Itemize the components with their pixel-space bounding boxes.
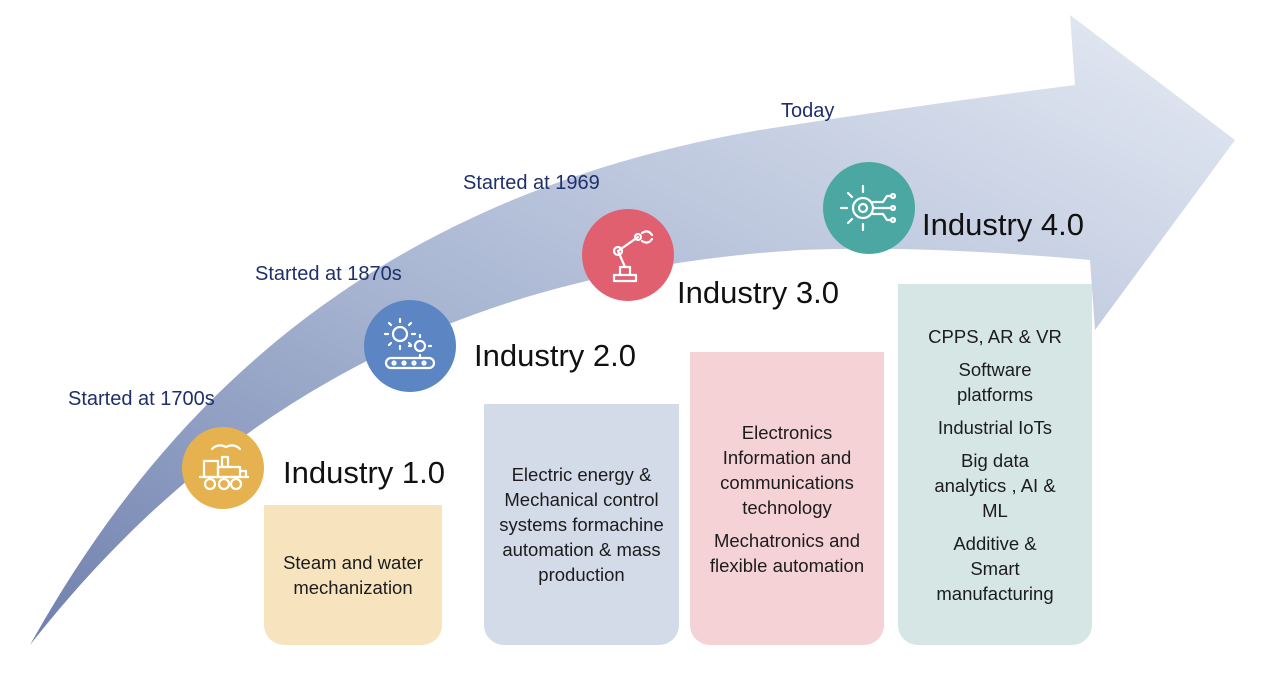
description-item: Software platforms (957, 357, 1033, 407)
robot-arm-icon (582, 209, 674, 301)
description-line: production (538, 564, 625, 585)
industry-4-title: Industry 4.0 (922, 207, 1084, 242)
industry-3-title: Industry 3.0 (677, 275, 839, 310)
description-line: Electric energy & (511, 464, 652, 485)
industry-3-description: Electronics Information and communicatio… (690, 352, 884, 645)
description-line: Big data (961, 449, 1029, 471)
description-item: Steam and water mechanization (283, 550, 423, 600)
description-item: CPPS, AR & VR (928, 324, 1062, 349)
description-line: Mechatronics and (713, 529, 860, 551)
industry-2-title: Industry 2.0 (474, 338, 636, 373)
steam-locomotive-icon (182, 427, 264, 509)
description-line: analytics , AI & (934, 474, 1056, 496)
description-line: platforms (956, 383, 1034, 405)
description-item: Electronics Information and communicatio… (720, 420, 854, 520)
description-line: Information and (722, 446, 852, 468)
industry-1-description: Steam and water mechanization (264, 505, 442, 645)
description-line: Electronics (741, 421, 833, 443)
description-item: Mechatronics and flexible automation (710, 528, 864, 578)
description-line: Mechanical control (504, 489, 659, 510)
description-item: Electric energy & Mechanical control sys… (499, 462, 664, 587)
description-line: flexible automation (709, 554, 865, 576)
industry-4-description: CPPS, AR & VR Software platforms Industr… (898, 284, 1092, 645)
era-date-industry-3: Started at 1969 (463, 172, 600, 194)
era-date-industry-4: Today (781, 100, 835, 122)
description-line: Smart (970, 557, 1020, 579)
description-line: ML (982, 499, 1008, 521)
era-date-industry-1: Started at 1700s (68, 388, 215, 410)
description-line: Steam and water (283, 552, 423, 573)
description-line: mechanization (293, 577, 413, 598)
description-line: automation & mass (502, 539, 661, 560)
description-item: Additive & Smart manufacturing (936, 531, 1053, 606)
description-item: Big data analytics , AI & ML (934, 448, 1055, 523)
description-line: Industrial IoTs (937, 416, 1053, 438)
era-date-industry-2: Started at 1870s (255, 263, 402, 285)
description-line: Software (958, 358, 1032, 380)
digital-gear-circuit-icon (823, 162, 915, 254)
gears-conveyor-icon (364, 300, 456, 392)
industry-1-title: Industry 1.0 (283, 455, 445, 490)
description-line: communications (720, 471, 854, 493)
description-item: Industrial IoTs (938, 415, 1052, 440)
description-line: CPPS, AR & VR (928, 325, 1062, 347)
description-line: Additive & (953, 532, 1037, 554)
description-line: systems formachine (499, 514, 664, 535)
description-line: technology (742, 496, 832, 518)
description-line: manufacturing (936, 582, 1054, 604)
industry-2-description: Electric energy & Mechanical control sys… (484, 404, 679, 645)
